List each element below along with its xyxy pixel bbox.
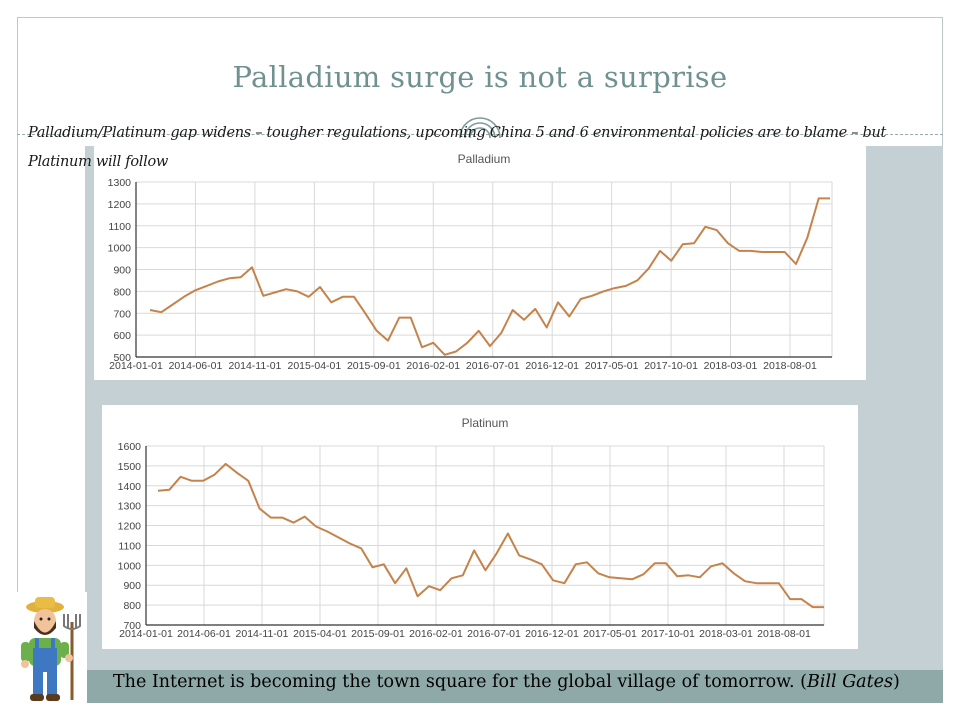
y-tick-label: 1000	[118, 560, 142, 572]
y-tick-label: 1100	[118, 540, 141, 552]
y-tick-label: 600	[113, 330, 131, 342]
x-tick-label: 2014-01-01	[109, 360, 163, 372]
x-tick-label: 2017-05-01	[585, 360, 639, 372]
ornament-icon	[459, 117, 501, 138]
chart-title: Platinum	[462, 416, 509, 430]
title-divider	[17, 134, 943, 135]
x-tick-label: 2017-10-01	[644, 360, 698, 372]
y-tick-label: 1100	[108, 221, 131, 233]
y-tick-label: 900	[113, 265, 131, 277]
y-tick-label: 1300	[118, 501, 142, 513]
x-tick-label: 2017-05-01	[583, 628, 637, 640]
chart-title: Palladium	[458, 152, 511, 166]
slide-subtitle: Palladium/Platinum gap widens – tougher …	[28, 125, 887, 170]
x-tick-label: 2014-11-01	[236, 628, 289, 640]
x-tick-label: 2017-10-01	[641, 628, 695, 640]
x-tick-label: 2015-04-01	[293, 628, 347, 640]
platinum-chart-svg: Platinum 1600 1500 1400 1300 1200 1100 1000 900 8…	[118, 416, 825, 640]
slide-title: Palladium surge is not a surprise	[232, 60, 728, 94]
platinum-chart: Platinum 1600 1500 1400 1300 1200 1100 1000 900 8…	[102, 405, 858, 649]
quote-author: Bill Gates	[806, 672, 893, 692]
y-tick-label: 800	[123, 600, 141, 612]
series-line	[149, 197, 830, 356]
y-tick-label: 500	[113, 352, 131, 364]
y-tick-label: 1400	[118, 481, 142, 493]
quote-bar	[87, 670, 943, 703]
palladium-chart-svg: Palladium 1300 1200 1100 1000 900 800 700 600 500…	[108, 152, 833, 372]
x-tick-label: 2014-06-01	[177, 628, 231, 640]
y-tick-label: 800	[113, 286, 131, 298]
x-tick-label: 2018-03-01	[704, 360, 758, 372]
y-tick-label: 1200	[118, 521, 142, 533]
y-tick-label: 1600	[118, 441, 142, 453]
y-tick-label: 900	[123, 580, 141, 592]
palladium-chart: Palladium 1300 1200 1100 1000 900 800 700 600 500…	[94, 146, 866, 380]
x-tick-label: 2014-06-01	[169, 360, 223, 372]
x-tick-label: 2015-04-01	[288, 360, 342, 372]
y-tick-label: 1200	[108, 199, 132, 211]
quote: The Internet is becoming the town square…	[113, 670, 900, 703]
x-tick-label: 2016-12-01	[525, 360, 579, 372]
x-tick-label: 2018-03-01	[699, 628, 753, 640]
series-line	[157, 462, 824, 609]
x-tick-label: 2014-11-01	[228, 360, 281, 372]
quote-close: )	[892, 672, 900, 692]
x-tick-label: 2016-07-01	[466, 360, 520, 372]
y-tick-label: 1000	[108, 243, 132, 255]
y-tick-label: 700	[113, 308, 131, 320]
x-tick-label: 2016-02-01	[409, 628, 463, 640]
x-tick-label: 2016-02-01	[406, 360, 460, 372]
quote-text: The Internet is becoming the town square…	[113, 672, 807, 692]
y-tick-label: 1500	[118, 461, 142, 473]
x-tick-label: 2016-07-01	[467, 628, 521, 640]
y-tick-label: 700	[123, 620, 141, 632]
x-tick-label: 2015-09-01	[351, 628, 405, 640]
x-tick-label: 2018-08-01	[757, 628, 811, 640]
x-tick-label: 2016-12-01	[525, 628, 579, 640]
y-tick-label: 1300	[108, 177, 132, 189]
x-tick-label: 2018-08-01	[763, 360, 817, 372]
farmer-icon	[15, 592, 87, 704]
x-tick-label: 2015-09-01	[347, 360, 401, 372]
x-tick-label: 2014-01-01	[119, 628, 173, 640]
